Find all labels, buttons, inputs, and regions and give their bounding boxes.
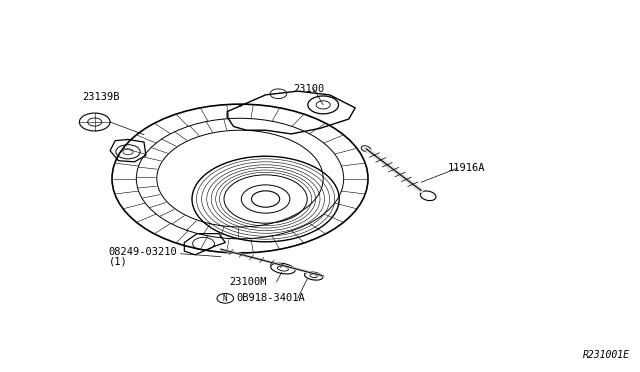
Ellipse shape xyxy=(420,191,436,201)
Text: 08249-03210: 08249-03210 xyxy=(109,247,177,257)
Text: (1): (1) xyxy=(109,256,127,266)
Text: N: N xyxy=(223,294,228,303)
Ellipse shape xyxy=(361,146,371,152)
Text: 0B918-3401A: 0B918-3401A xyxy=(237,294,305,303)
Text: R231001E: R231001E xyxy=(584,350,630,360)
Circle shape xyxy=(79,113,110,131)
Text: 23100: 23100 xyxy=(293,84,324,93)
Ellipse shape xyxy=(271,263,295,274)
Text: 23139B: 23139B xyxy=(82,93,120,102)
Text: 23100M: 23100M xyxy=(229,277,267,287)
Text: 11916A: 11916A xyxy=(448,163,486,173)
Circle shape xyxy=(112,104,368,253)
Ellipse shape xyxy=(305,272,323,280)
